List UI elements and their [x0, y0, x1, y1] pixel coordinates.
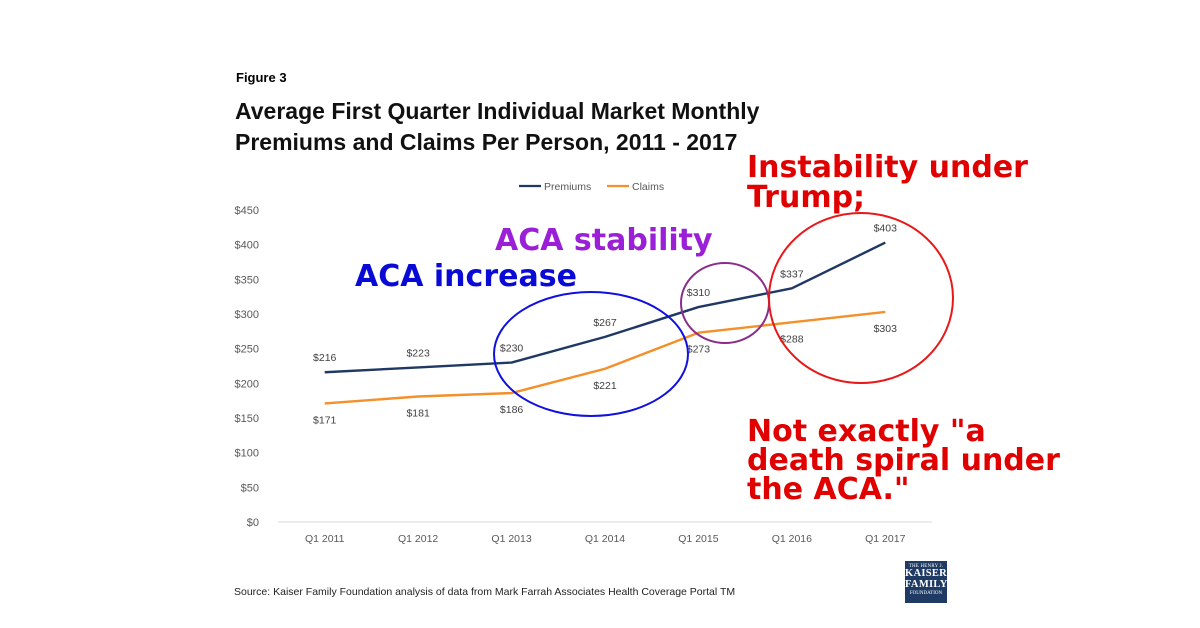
data-label-premiums: $223 [406, 347, 430, 359]
y-tick-label: $350 [235, 274, 259, 286]
annotation-instability-line-2: Trump; [747, 180, 866, 215]
chart-title: Average First Quarter Individual Market … [235, 96, 875, 158]
data-label-premiums: $310 [687, 287, 711, 299]
y-tick-label: $400 [235, 240, 259, 252]
annotation-death-spiral-line-2: death spiral under [747, 443, 1060, 478]
data-label-claims: $273 [687, 344, 711, 356]
data-label-claims: $186 [500, 404, 524, 416]
y-tick-label: $250 [235, 344, 259, 356]
instability-circle [768, 212, 954, 384]
y-tick-label: $150 [235, 413, 259, 425]
aca-increase-circle [493, 291, 689, 417]
data-label-claims: $303 [874, 323, 898, 335]
x-tick-label: Q1 2013 [491, 533, 531, 545]
data-label-premiums: $216 [313, 352, 337, 364]
aca-stability-circle [680, 262, 770, 344]
annotation-instability-under-trump: Instability under Trump; [747, 153, 1028, 213]
data-label-premiums: $230 [500, 343, 524, 355]
x-tick-label: Q1 2014 [585, 533, 625, 545]
legend-label-claims: Claims [632, 181, 664, 193]
data-label-claims: $288 [780, 333, 804, 345]
y-tick-label: $100 [235, 448, 259, 460]
annotation-aca-increase: ACA increase [355, 259, 577, 294]
x-tick-label: Q1 2011 [305, 533, 345, 545]
x-tick-label: Q1 2017 [865, 533, 905, 545]
chart-title-line-1: Average First Quarter Individual Market … [235, 98, 760, 124]
y-tick-label: $200 [235, 378, 259, 390]
logo-top-text: THE HENRY J. [908, 564, 944, 569]
data-label-claims: $221 [593, 380, 617, 392]
logo-bottom-text: FOUNDATION [909, 591, 943, 596]
x-tick-label: Q1 2016 [772, 533, 812, 545]
annotation-death-spiral-line-1: Not exactly "a [747, 414, 986, 449]
y-tick-label: $0 [247, 517, 259, 529]
y-tick-label: $50 [241, 482, 259, 494]
series-line-premiums [324, 241, 886, 374]
annotation-aca-stability: ACA stability [495, 223, 713, 258]
logo-line-2: FAMILY [905, 578, 948, 590]
kaiser-family-foundation-logo: THE HENRY J. KAISER FAMILY FOUNDATION [905, 561, 947, 603]
source-note: Source: Kaiser Family Foundation analysi… [234, 586, 736, 598]
x-tick-label: Q1 2015 [678, 533, 718, 545]
y-tick-label: $450 [235, 205, 259, 217]
series-line-claims [324, 310, 886, 405]
x-tick-label: Q1 2012 [398, 533, 438, 545]
y-tick-label: $300 [235, 309, 259, 321]
legend-label-premiums: Premiums [544, 181, 591, 193]
annotation-instability-line-1: Instability under [747, 150, 1028, 185]
annotation-death-spiral-line-3: the ACA." [747, 472, 910, 507]
data-label-premiums: $403 [874, 223, 898, 235]
logo-line-1: KAISER [905, 568, 948, 579]
data-label-claims: $181 [406, 408, 430, 420]
chart-title-line-2: Premiums and Claims Per Person, 2011 - 2… [235, 129, 738, 155]
figure-label: Figure 3 [236, 70, 287, 85]
annotation-death-spiral: Not exactly "a death spiral under the AC… [747, 414, 1060, 507]
data-label-premiums: $267 [593, 317, 617, 329]
data-label-premiums: $337 [780, 268, 804, 280]
data-label-claims: $171 [313, 414, 337, 426]
